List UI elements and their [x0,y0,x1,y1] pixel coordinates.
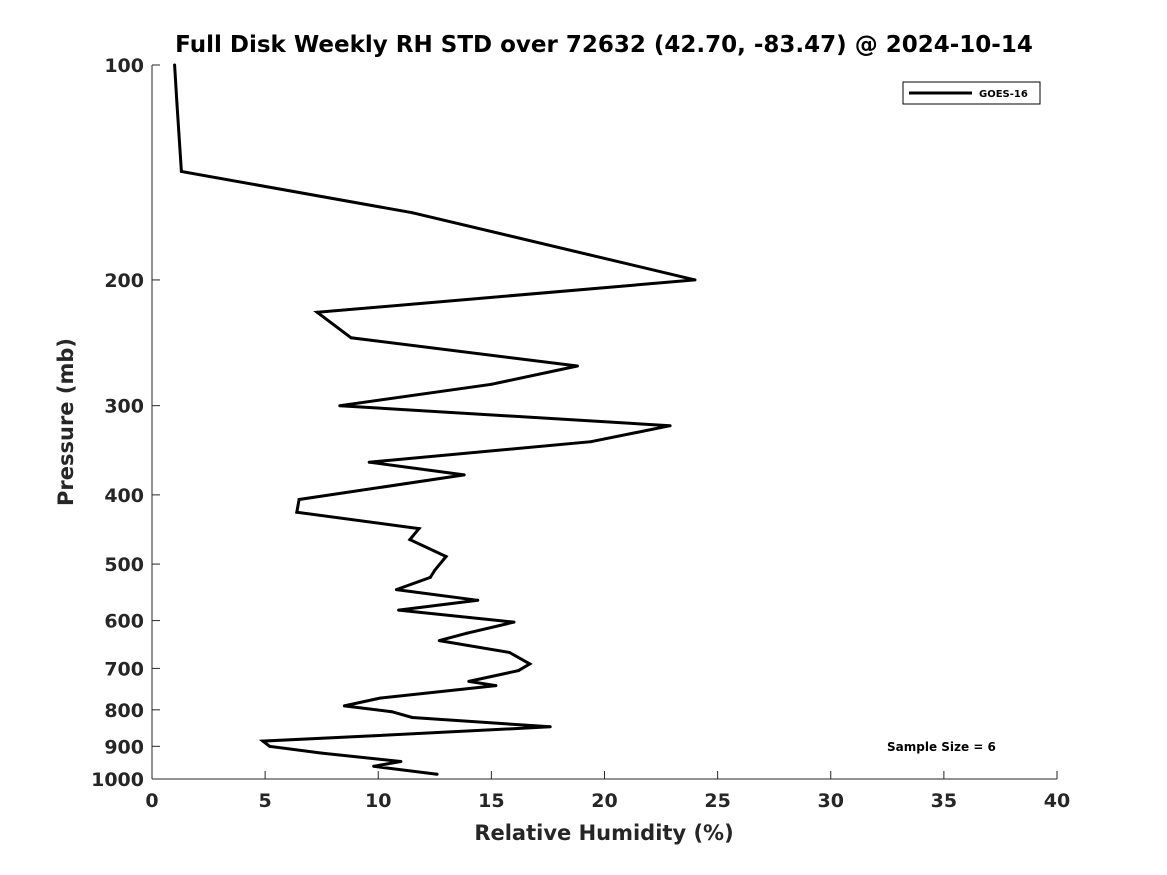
x-tick-label: 0 [145,790,158,812]
data-point [476,598,480,602]
data-point [517,669,520,673]
data-point [410,716,414,719]
y-tick-label: 600 [104,611,144,633]
data-point [668,424,672,428]
data-point [268,744,272,748]
data-point [433,568,437,572]
data-point [372,764,376,768]
y-tick-label: 800 [104,700,144,722]
data-point [173,63,177,67]
series-layer [173,63,697,776]
legend: GOES-16 [902,81,1041,105]
data-point [435,772,439,776]
y-tick-label: 400 [104,485,144,507]
x-tick-label: 25 [704,790,730,812]
chart-title: Full Disk Weekly RH STD over 72632 (42.7… [175,32,1033,58]
data-point [394,588,398,592]
data-point [399,760,403,763]
y-tick-label: 500 [104,554,144,576]
data-point [589,440,593,444]
data-point [342,704,346,708]
y-tick-label: 700 [104,658,144,680]
data-point [462,473,466,477]
data-point [179,170,183,173]
data-point [397,608,401,612]
data-point [261,739,265,743]
data-point [408,538,412,542]
data-point [508,651,511,654]
data-point [379,696,382,700]
data-point [467,679,471,683]
data-point [295,510,299,514]
data-point [437,639,441,643]
data-point [315,310,319,314]
x-tick-label: 40 [1044,790,1070,812]
y-axis-ticks: 100 200 300 400 500 600 700 800 900 1000 [91,55,160,791]
y-tick-label: 100 [104,55,144,77]
data-point [444,555,448,558]
data-point [390,710,394,714]
x-tick-label: 35 [931,790,957,812]
x-axis-ticks: 0 5 10 15 20 25 30 35 40 [145,771,1070,812]
x-tick-label: 15 [478,790,504,812]
data-point [175,101,179,105]
data-point [693,278,697,282]
data-point [338,404,342,408]
y-tick-label: 1000 [91,769,144,791]
data-point [320,751,324,755]
data-point [297,498,301,501]
data-point [512,620,516,624]
data-point [575,364,579,368]
legend-label-goes16: GOES-16 [979,89,1028,100]
data-point [465,631,468,635]
x-tick-label: 20 [591,790,617,812]
y-axis-label: Pressure (mb) [54,338,78,506]
data-point [428,575,432,579]
x-tick-label: 30 [818,790,844,812]
data-point [349,336,353,340]
x-tick-label: 10 [365,790,391,812]
data-point [489,382,493,386]
data-point [417,527,421,531]
y-tick-label: 900 [104,736,144,758]
data-point [528,662,532,666]
y-tick-label: 200 [104,270,144,292]
data-point [372,734,376,738]
data-point [367,460,371,464]
data-point [494,684,498,688]
sample-size-annotation: Sample Size = 6 [887,740,996,754]
data-point [410,211,414,215]
series-line-goes-16 [173,64,696,776]
y-tick-label: 300 [104,396,144,418]
x-tick-label: 5 [259,790,272,812]
data-point [548,725,552,729]
x-axis-label: Relative Humidity (%) [474,821,733,845]
